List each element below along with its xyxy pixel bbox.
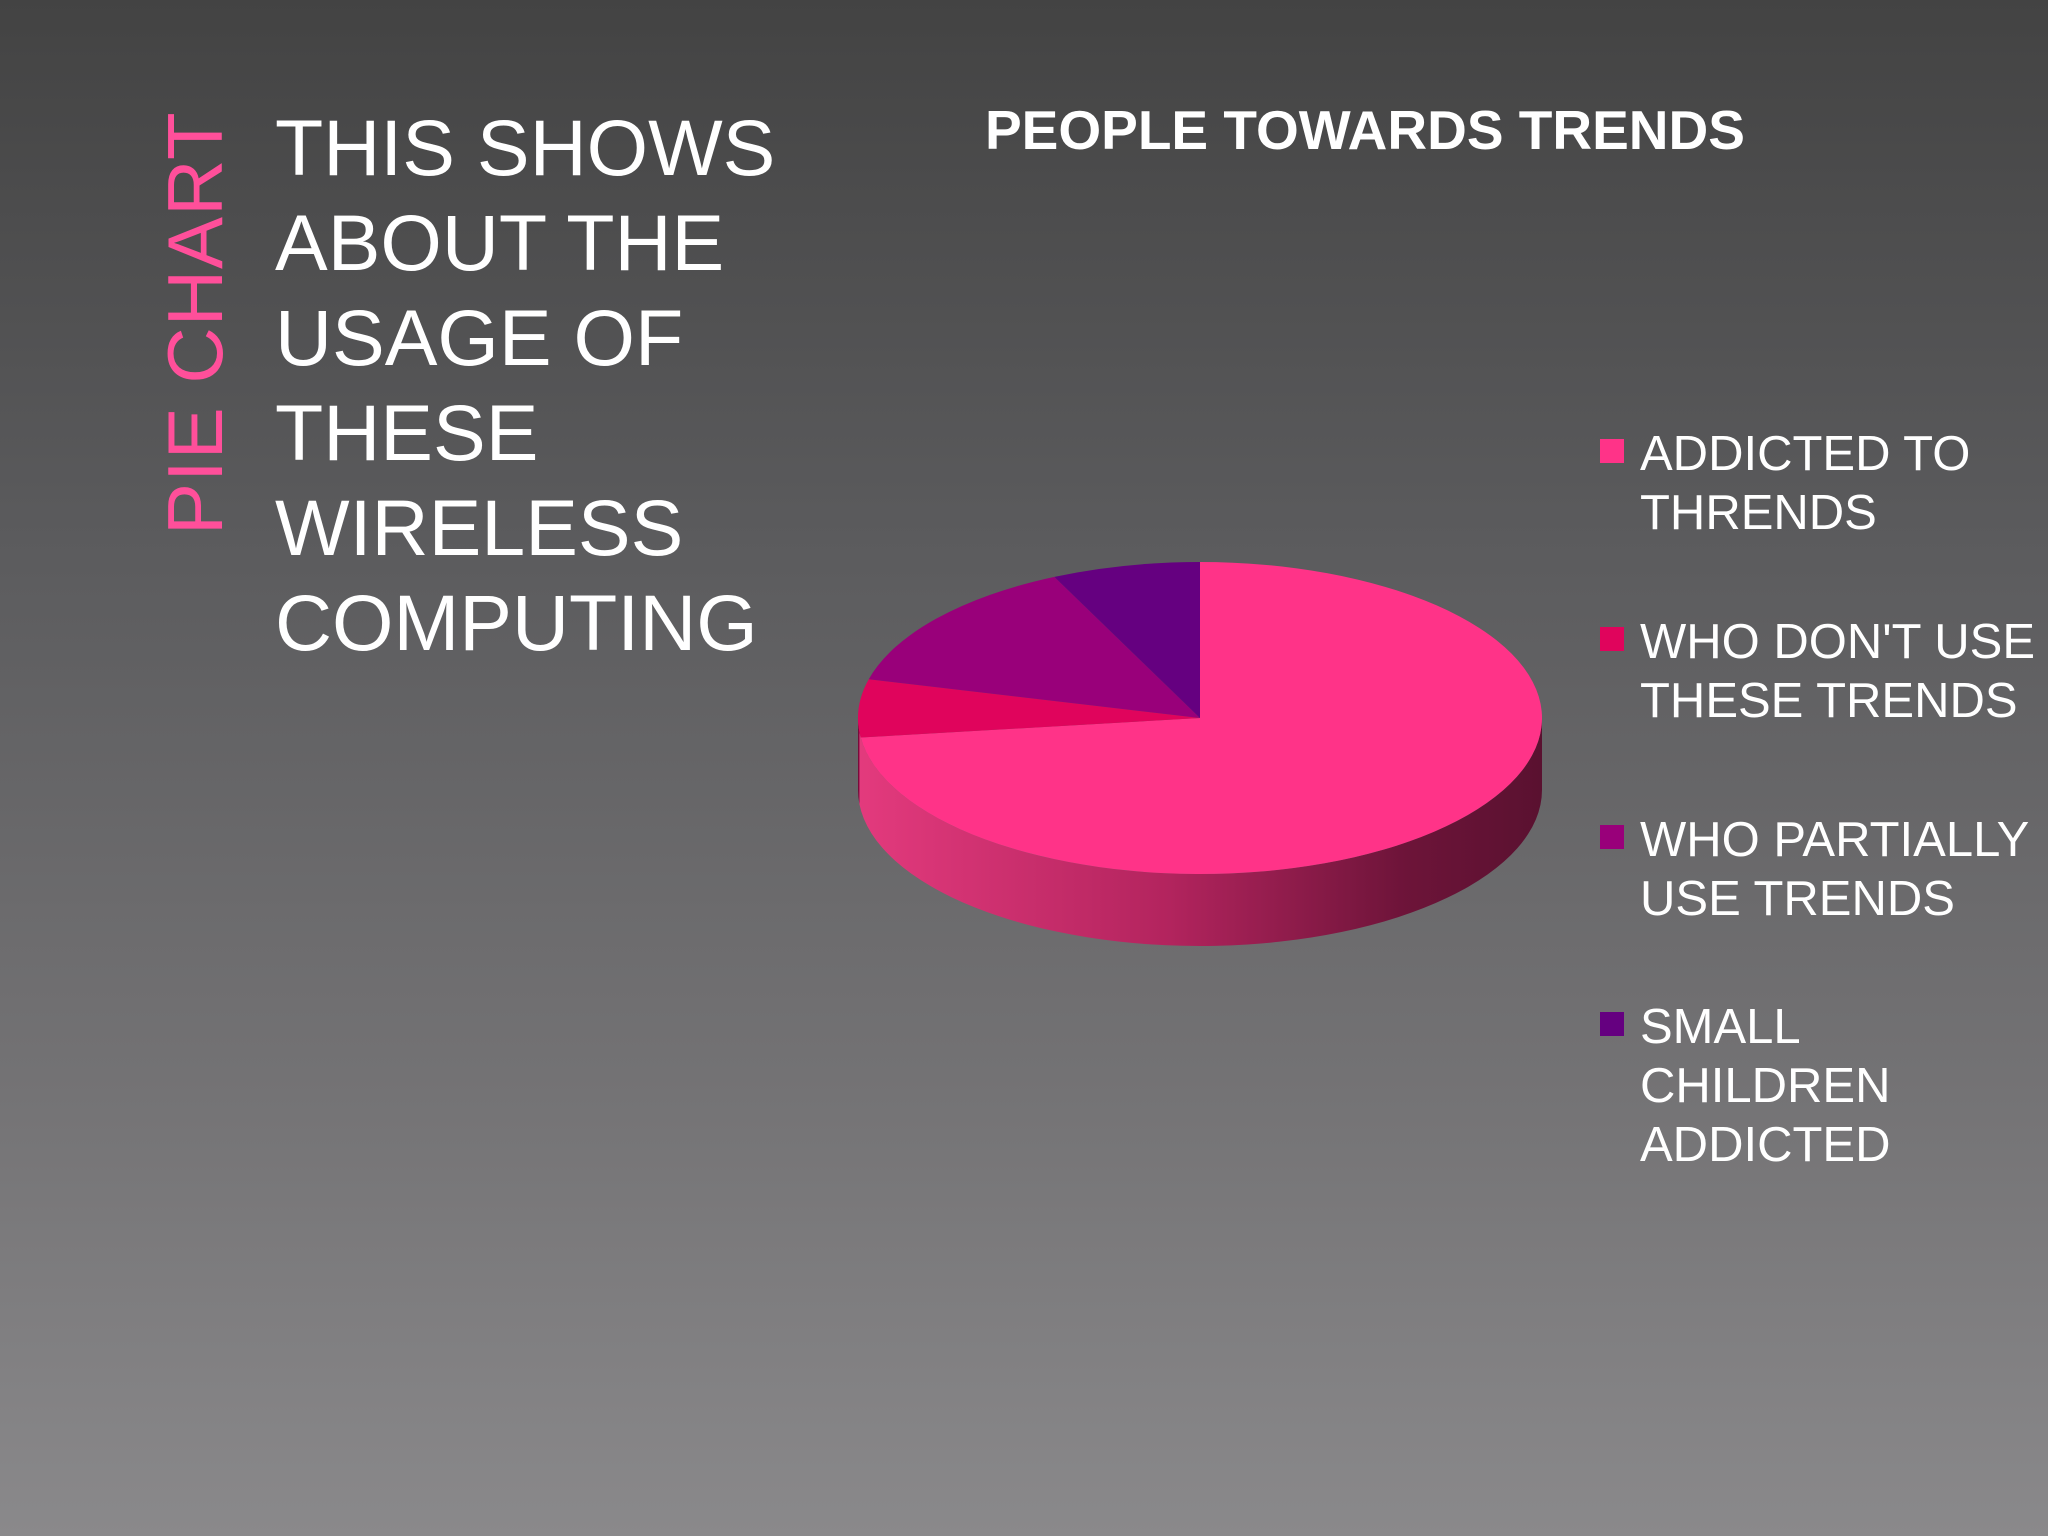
- legend-item: ADDICTED TO THRENDS: [1600, 425, 2040, 613]
- description-line: ABOUT THE: [275, 198, 725, 287]
- legend-item: WHO DON'T USE THESE TRENDS: [1600, 613, 2040, 811]
- legend-swatch: [1600, 627, 1624, 651]
- legend-swatch: [1600, 1012, 1624, 1036]
- description-line: USAGE OF: [275, 293, 684, 382]
- pie-slice: [868, 576, 1200, 718]
- legend-swatch: [1600, 439, 1624, 463]
- legend-item: WHO PARTIALLY USE TRENDS: [1600, 811, 2040, 998]
- legend-label: WHO PARTIALLY USE TRENDS: [1640, 813, 2029, 926]
- chart-title: PEOPLE TOWARDS TRENDS: [985, 99, 1745, 161]
- legend-label: WHO DON'T USE THESE TRENDS: [1640, 615, 2036, 728]
- description-line: THESE: [275, 388, 539, 477]
- pie-slice: [860, 562, 1542, 874]
- description-line: COMPUTING: [275, 578, 758, 667]
- legend-label: SMALL CHILDREN ADDICTED: [1640, 1000, 1891, 1172]
- description-line: THIS SHOWS: [275, 103, 776, 192]
- legend-item: SMALL CHILDREN ADDICTED: [1600, 998, 2040, 1175]
- legend-label: ADDICTED TO THRENDS: [1640, 427, 1971, 540]
- pie-slice: [1054, 562, 1200, 718]
- pie-side-wall-left: [858, 718, 860, 805]
- legend-swatch: [1600, 825, 1624, 849]
- chart-legend: ADDICTED TO THRENDS WHO DON'T USE THESE …: [1600, 425, 2040, 1175]
- slide-description: THIS SHOWS ABOUT THE USAGE OF THESE WIRE…: [275, 100, 835, 670]
- description-line: WIRELESS: [275, 483, 684, 572]
- pie-slice: [858, 679, 1200, 738]
- pie-side-wall: [859, 718, 1542, 946]
